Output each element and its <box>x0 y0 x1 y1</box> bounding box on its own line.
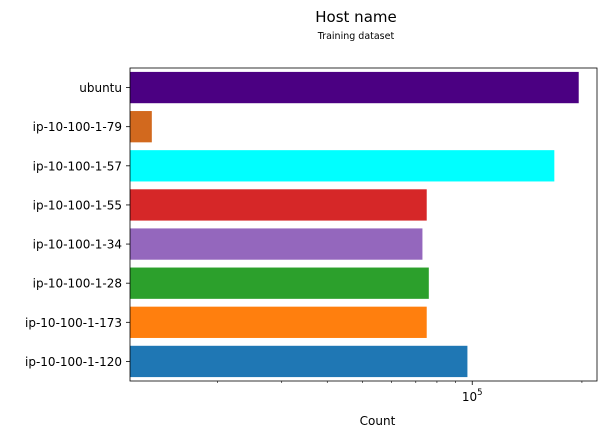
y-tick-label: ubuntu <box>79 81 122 95</box>
chart-title: Host name <box>315 8 397 26</box>
bar-ip-10-100-1-57 <box>130 150 555 182</box>
x-axis-label: Count <box>360 414 396 428</box>
y-tick-label: ip-10-100-1-120 <box>25 355 122 369</box>
y-tick-label: ip-10-100-1-57 <box>33 159 122 173</box>
y-tick-label: ip-10-100-1-55 <box>33 198 122 212</box>
bar-ip-10-100-1-55 <box>130 189 427 221</box>
bar-ubuntu <box>130 71 579 104</box>
bar-ip-10-100-1-79 <box>130 111 152 143</box>
bar-ip-10-100-1-173 <box>130 306 427 338</box>
bar-ip-10-100-1-28 <box>130 267 429 299</box>
y-tick-label: ip-10-100-1-79 <box>33 120 122 134</box>
chart-subtitle: Training dataset <box>317 31 395 42</box>
bar-ip-10-100-1-120 <box>130 345 468 378</box>
y-tick-label: ip-10-100-1-28 <box>33 277 122 291</box>
x-tick-label: 105 <box>462 388 483 404</box>
plot-frame <box>129 67 598 382</box>
y-tick-label: ip-10-100-1-34 <box>33 238 122 252</box>
y-tick-label: ip-10-100-1-173 <box>25 316 122 330</box>
bar-ip-10-100-1-34 <box>130 228 423 260</box>
